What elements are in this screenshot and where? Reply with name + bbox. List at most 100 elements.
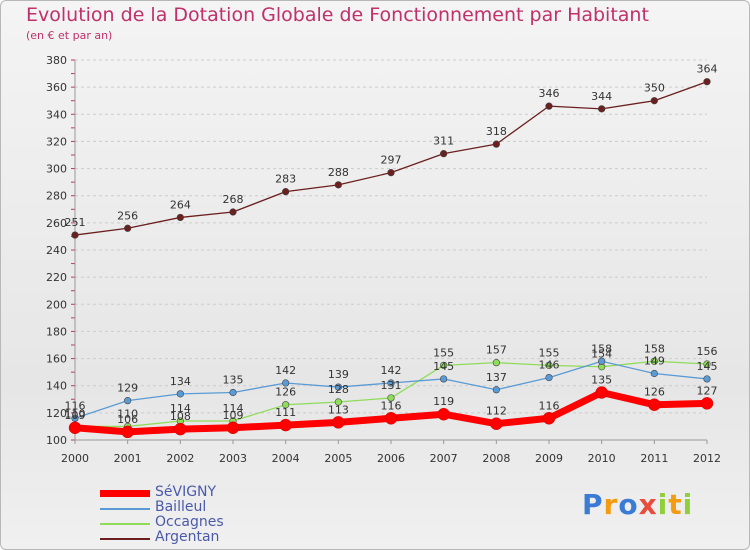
y-tick-label: 380 xyxy=(46,54,67,67)
data-label: 131 xyxy=(381,379,402,392)
legend-item-occagnes: Occagnes xyxy=(100,514,320,531)
data-label: 109 xyxy=(223,409,244,422)
y-tick-label: 120 xyxy=(46,407,67,420)
data-label: 116 xyxy=(381,399,402,412)
data-label: 111 xyxy=(275,406,296,419)
data-label: 264 xyxy=(170,198,191,211)
legend-swatch-sevigny xyxy=(100,490,150,497)
data-label: 288 xyxy=(328,166,349,179)
data-point xyxy=(229,208,237,216)
x-tick-label: 2002 xyxy=(166,452,194,465)
data-point xyxy=(703,375,711,383)
y-tick-label: 320 xyxy=(46,135,67,148)
y-tick-label: 340 xyxy=(46,108,67,121)
data-point xyxy=(492,359,500,367)
y-tick-label: 280 xyxy=(46,190,67,203)
data-label: 114 xyxy=(223,402,244,415)
data-point xyxy=(124,224,132,232)
logo-letter: t xyxy=(668,488,683,521)
data-point xyxy=(648,398,661,411)
data-point xyxy=(387,394,395,402)
data-label: 344 xyxy=(591,90,612,103)
data-label: 142 xyxy=(381,364,402,377)
x-tick-label: 2008 xyxy=(482,452,510,465)
data-point xyxy=(703,360,711,368)
data-point xyxy=(542,412,556,425)
x-tick-label: 2010 xyxy=(588,452,616,465)
data-point xyxy=(545,361,553,369)
data-label: 129 xyxy=(117,382,138,395)
data-label: 119 xyxy=(433,395,454,408)
data-label: 135 xyxy=(223,374,244,387)
proxiti-logo: Proxiti xyxy=(582,488,693,521)
data-label: 109 xyxy=(65,409,86,422)
data-label: 154 xyxy=(591,348,612,361)
y-tick-label: 260 xyxy=(46,217,67,230)
data-label: 346 xyxy=(539,87,560,100)
x-tick-label: 2003 xyxy=(219,452,247,465)
data-point xyxy=(650,97,658,105)
data-label: 112 xyxy=(486,405,507,418)
logo-letter: i xyxy=(657,488,669,521)
data-label: 135 xyxy=(591,374,612,387)
data-label: 126 xyxy=(644,386,665,399)
x-tick-label: 2004 xyxy=(272,452,300,465)
data-label: 106 xyxy=(117,413,138,426)
legend-swatch-bailleul xyxy=(100,508,150,510)
data-label: 158 xyxy=(591,342,612,355)
data-label: 145 xyxy=(433,360,454,373)
data-label: 114 xyxy=(170,402,191,415)
line-chart: 100 120 140 160 180 200 220 240 260 280 300 320 340 3… xyxy=(46,54,721,465)
data-point xyxy=(384,412,398,425)
data-label: 146 xyxy=(539,359,560,372)
y-tick-label: 240 xyxy=(46,244,67,257)
data-label: 268 xyxy=(223,193,244,206)
y-tick-label: 100 xyxy=(46,434,67,447)
x-tick-label: 2000 xyxy=(61,452,89,465)
x-tick-label: 2005 xyxy=(324,452,352,465)
data-label: 149 xyxy=(644,355,665,368)
data-point xyxy=(226,421,240,435)
data-point xyxy=(650,369,658,378)
data-point xyxy=(334,398,342,406)
data-label: 116 xyxy=(65,399,86,412)
data-point xyxy=(282,401,290,409)
data-point xyxy=(124,397,132,405)
y-tick-label: 200 xyxy=(46,298,67,311)
legend-label-bailleul: Bailleul xyxy=(155,499,207,515)
x-tick-label: 2007 xyxy=(430,452,458,465)
y-tick-label: 360 xyxy=(46,81,67,94)
data-label: 318 xyxy=(486,125,507,138)
legend-swatch-argentan xyxy=(100,538,150,540)
y-tick-label: 180 xyxy=(46,325,67,338)
data-label: 364 xyxy=(697,63,718,76)
data-label: 155 xyxy=(539,346,560,359)
chart-title: Evolution de la Dotation Globale de Fonc… xyxy=(26,4,649,26)
axes: 100 120 140 160 180 200 220 240 260 280 300 320 340 3… xyxy=(46,54,721,465)
data-label: 158 xyxy=(644,342,665,355)
data-point xyxy=(282,188,290,196)
data-point xyxy=(387,379,395,387)
data-point xyxy=(332,416,345,429)
data-label: 134 xyxy=(170,375,191,388)
data-label: 127 xyxy=(697,384,718,397)
legend-label-occagnes: Occagnes xyxy=(155,514,224,530)
data-label: 113 xyxy=(328,403,349,416)
legend-item-bailleul: Bailleul xyxy=(100,499,320,516)
data-point xyxy=(595,386,608,399)
data-point xyxy=(68,421,82,435)
legend: SéVIGNY Bailleul Occagnes Argentan xyxy=(100,484,320,546)
data-labels: 251 256 264 268 283 288 297 311 318 346 344 350 364 1… xyxy=(65,63,718,426)
y-tick-label: 300 xyxy=(46,163,67,176)
data-label: 156 xyxy=(697,345,718,358)
data-point xyxy=(598,105,606,113)
legend-label-argentan: Argentan xyxy=(155,529,220,545)
legend-swatch-occagnes xyxy=(100,523,150,525)
data-point xyxy=(121,425,134,439)
data-point xyxy=(492,386,500,394)
data-point xyxy=(440,361,448,369)
data-label: 126 xyxy=(275,386,296,399)
chart-subtitle: (en € et par an) xyxy=(26,29,113,42)
x-tick-label: 2009 xyxy=(535,452,563,465)
data-label: 350 xyxy=(644,82,665,95)
